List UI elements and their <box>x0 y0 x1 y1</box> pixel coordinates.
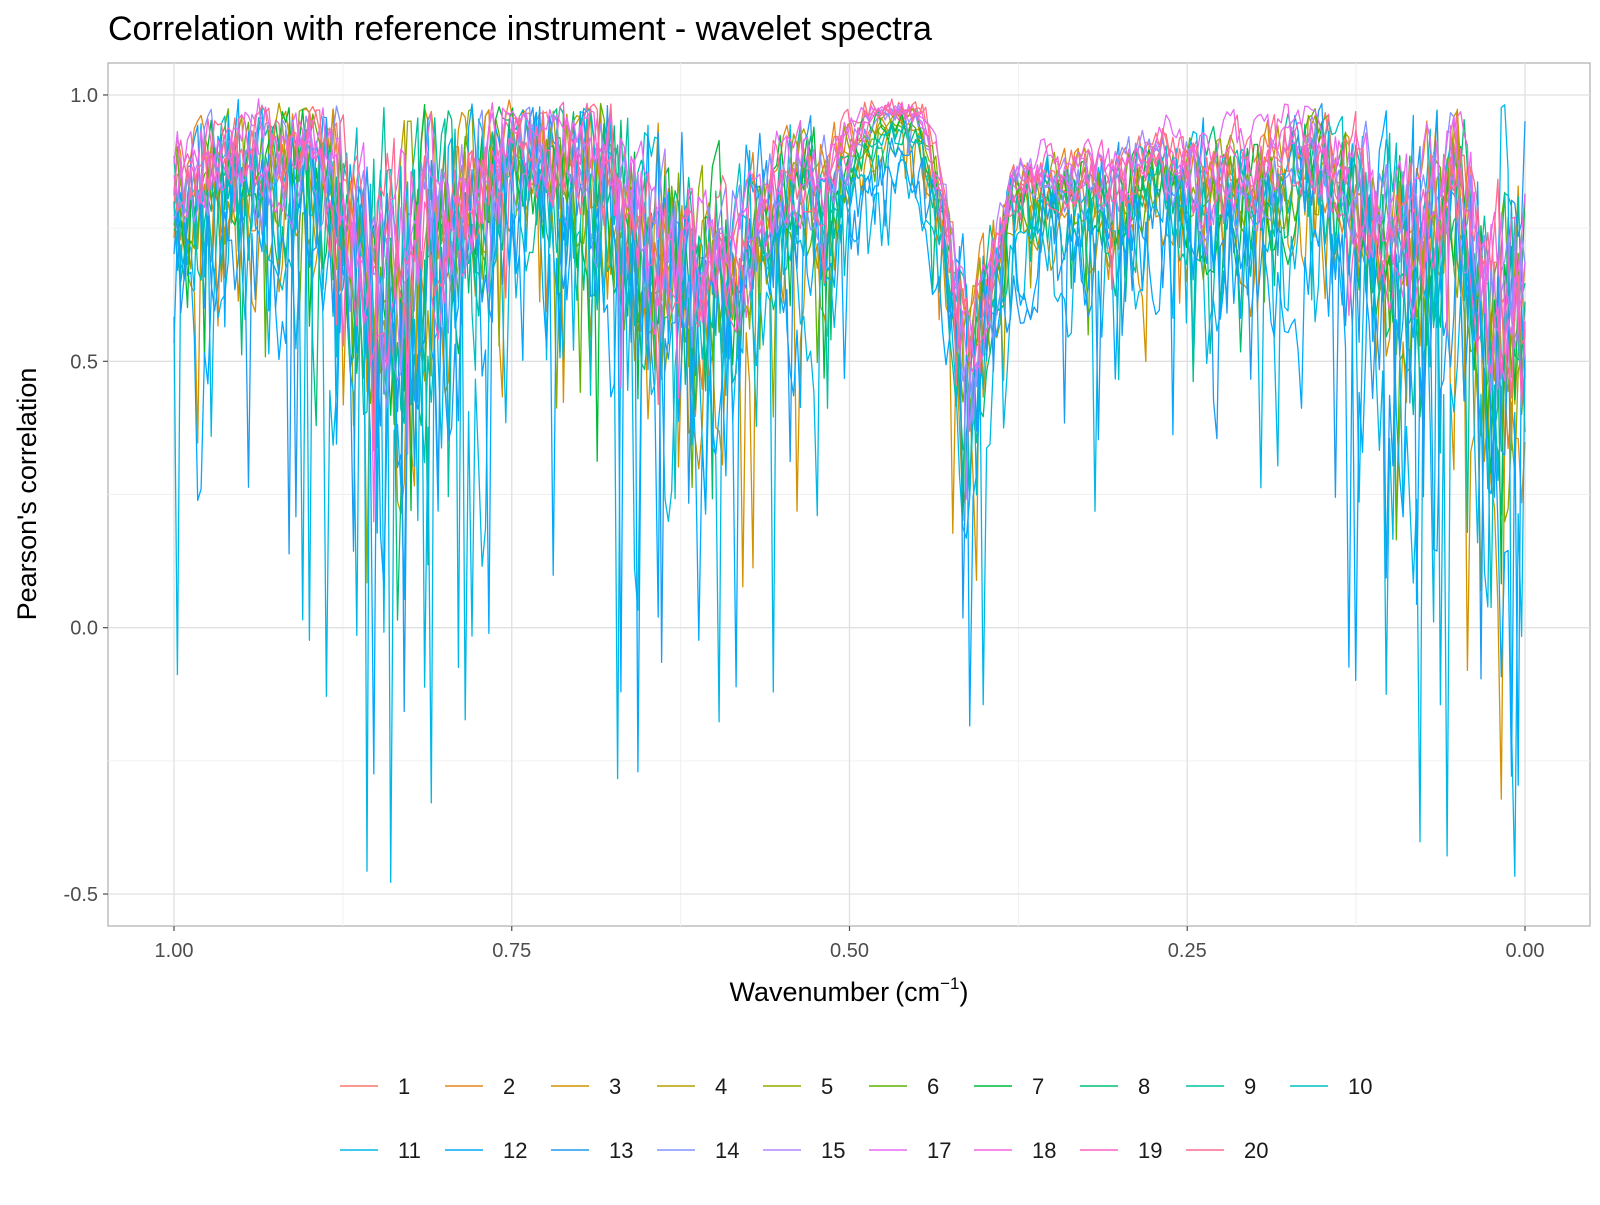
legend-label-15: 15 <box>821 1138 845 1163</box>
legend-label-7: 7 <box>1032 1074 1044 1099</box>
y-tick-label: -0.5 <box>64 884 98 906</box>
legend-label-14: 14 <box>715 1138 739 1163</box>
legend-label-13: 13 <box>609 1138 633 1163</box>
legend-item-6: 6 <box>869 1074 939 1099</box>
legend-label-8: 8 <box>1138 1074 1150 1099</box>
legend-label-19: 19 <box>1138 1138 1162 1163</box>
x-tick-label: 0.00 <box>1506 940 1545 962</box>
x-axis-unit-close-paren: ) <box>959 977 968 1007</box>
x-axis-unit-exponent: −1 <box>940 974 959 993</box>
legend-item-5: 5 <box>763 1074 833 1099</box>
legend-label-5: 5 <box>821 1074 833 1099</box>
legend-item-12: 12 <box>445 1138 527 1163</box>
legend-label-20: 20 <box>1244 1138 1268 1163</box>
series-line-13 <box>173 102 1526 713</box>
legend-label-12: 12 <box>503 1138 527 1163</box>
legend-label-2: 2 <box>503 1074 515 1099</box>
y-tick-label: 0.0 <box>70 618 98 640</box>
y-axis-ticks: 1.0 0.5 0.0 -0.5 <box>64 85 108 906</box>
legend-item-9: 9 <box>1186 1074 1256 1099</box>
x-tick-label: 0.50 <box>830 940 869 962</box>
legend-item-10: 10 <box>1290 1074 1372 1099</box>
legend-item-17: 17 <box>869 1138 951 1163</box>
legend-label-6: 6 <box>927 1074 939 1099</box>
legend-item-3: 3 <box>551 1074 621 1099</box>
x-tick-label: 1.00 <box>155 940 194 962</box>
legend-label-18: 18 <box>1032 1138 1056 1163</box>
legend-item-18: 18 <box>974 1138 1056 1163</box>
legend-item-11: 11 <box>340 1138 421 1163</box>
x-tick-label: 0.25 <box>1168 940 1207 962</box>
legend-item-4: 4 <box>657 1074 727 1099</box>
x-axis-unit-open-paren: ( <box>895 977 904 1007</box>
legend-item-2: 2 <box>445 1074 515 1099</box>
x-axis-unit: cm <box>904 977 940 1007</box>
series-line-18 <box>173 101 1526 523</box>
series-line-3 <box>173 106 1526 800</box>
legend-label-1: 1 <box>398 1074 410 1099</box>
y-tick-label: 1.0 <box>70 85 98 107</box>
data-series-group <box>173 98 1526 883</box>
series-line-15 <box>173 104 1526 500</box>
legend-item-8: 8 <box>1080 1074 1150 1099</box>
series-line-19 <box>173 101 1526 408</box>
x-axis-ticks: 1.00 0.75 0.50 0.25 0.00 <box>155 926 1545 962</box>
legend-label-11: 11 <box>398 1138 421 1163</box>
legend-label-10: 10 <box>1348 1074 1372 1099</box>
legend-label-17: 17 <box>927 1138 951 1163</box>
legend-item-19: 19 <box>1080 1138 1162 1163</box>
series-line-12 <box>173 98 1526 786</box>
legend-item-15: 15 <box>763 1138 845 1163</box>
y-tick-label: 0.5 <box>70 351 98 373</box>
legend-item-14: 14 <box>657 1138 739 1163</box>
legend-item-1: 1 <box>340 1074 410 1099</box>
x-tick-label: 0.75 <box>492 940 531 962</box>
chart-title: Correlation with reference instrument - … <box>108 10 932 48</box>
y-axis-title: Pearson's correlation <box>12 368 42 621</box>
legend-item-7: 7 <box>974 1074 1044 1099</box>
legend-label-9: 9 <box>1244 1074 1256 1099</box>
x-axis-label: Wavenumber <box>730 977 890 1007</box>
legend-item-20: 20 <box>1186 1138 1268 1163</box>
legend-label-3: 3 <box>609 1074 621 1099</box>
legend-item-13: 13 <box>551 1138 633 1163</box>
legend-label-4: 4 <box>715 1074 727 1099</box>
series-line-20 <box>173 98 1526 452</box>
x-axis-title: Wavenumber (cm−1) <box>730 974 969 1007</box>
